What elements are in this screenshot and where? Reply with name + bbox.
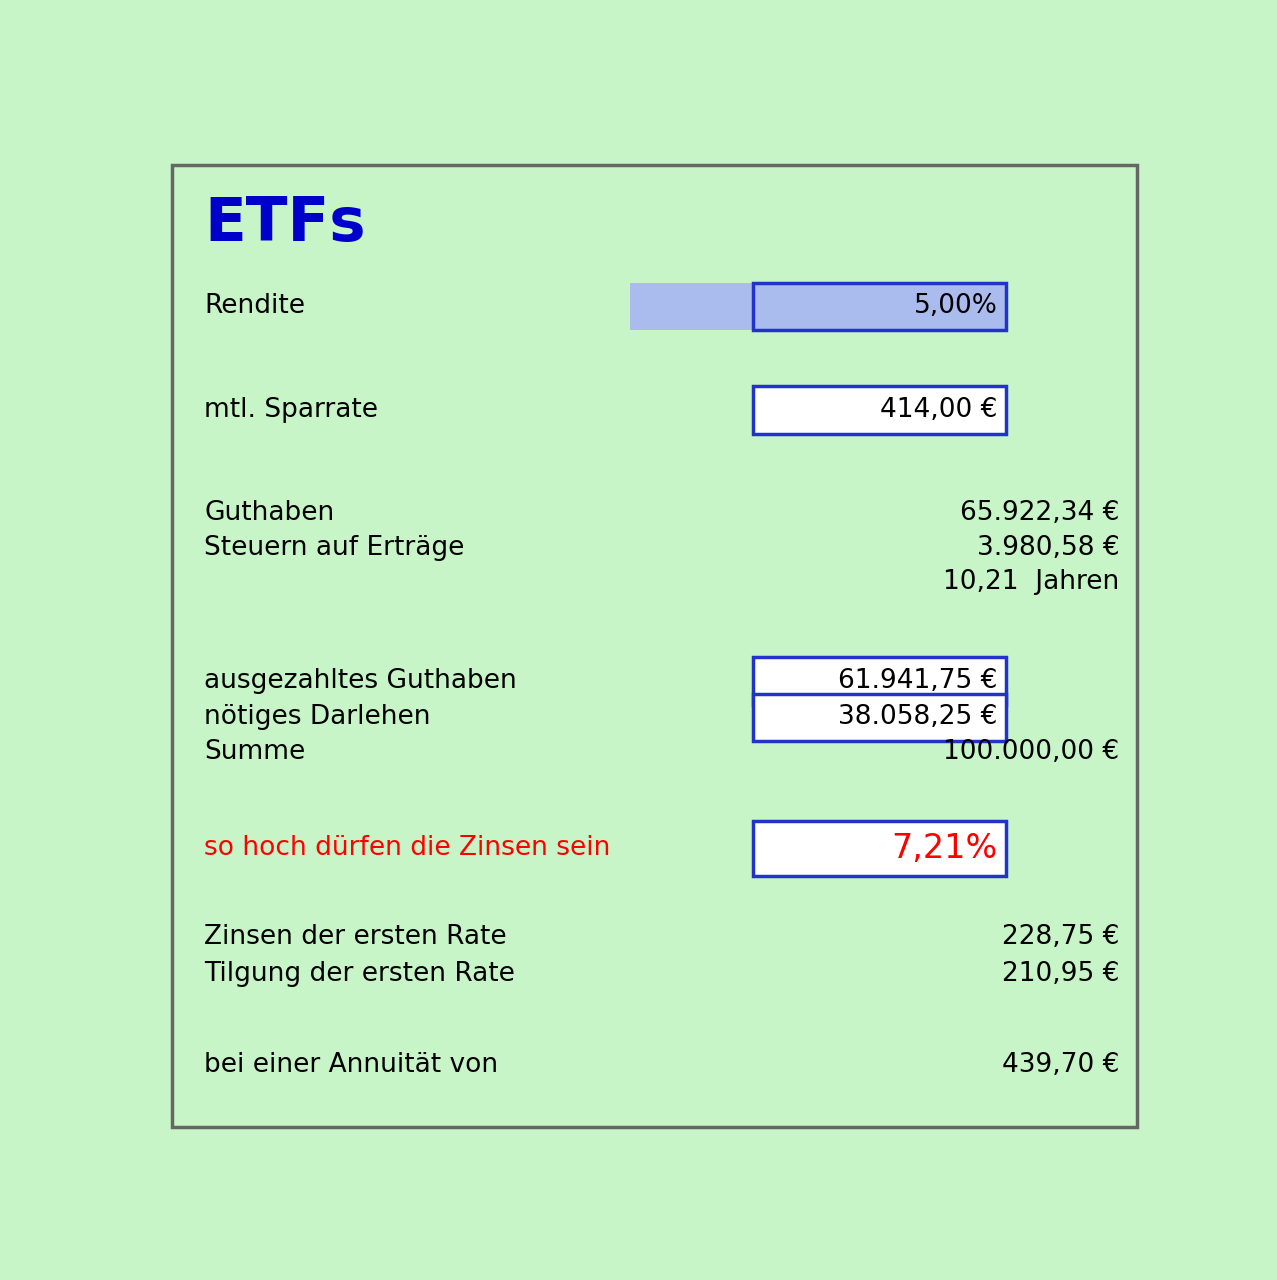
FancyBboxPatch shape: [753, 657, 1006, 704]
Text: Steuern auf Erträge: Steuern auf Erträge: [204, 535, 465, 561]
FancyBboxPatch shape: [753, 694, 1006, 741]
Text: Zinsen der ersten Rate: Zinsen der ersten Rate: [204, 924, 507, 950]
Text: 414,00 €: 414,00 €: [880, 397, 997, 422]
Text: Tilgung der ersten Rate: Tilgung der ersten Rate: [204, 960, 515, 987]
FancyBboxPatch shape: [171, 165, 1138, 1128]
Text: 228,75 €: 228,75 €: [1002, 924, 1120, 950]
Text: 100.000,00 €: 100.000,00 €: [944, 739, 1120, 765]
Text: 65.922,34 €: 65.922,34 €: [960, 500, 1120, 526]
Text: mtl. Sparrate: mtl. Sparrate: [204, 397, 378, 422]
Text: 10,21  Jahren: 10,21 Jahren: [944, 570, 1120, 595]
Text: nötiges Darlehen: nötiges Darlehen: [204, 704, 430, 731]
Text: so hoch dürfen die Zinsen sein: so hoch dürfen die Zinsen sein: [204, 836, 610, 861]
Text: Guthaben: Guthaben: [204, 500, 335, 526]
Text: 439,70 €: 439,70 €: [1002, 1052, 1120, 1078]
FancyBboxPatch shape: [753, 283, 1006, 330]
Text: 61.941,75 €: 61.941,75 €: [839, 668, 997, 694]
Text: ETFs: ETFs: [204, 195, 365, 253]
Text: 7,21%: 7,21%: [891, 832, 997, 865]
Text: 5,00%: 5,00%: [914, 293, 997, 320]
Text: 210,95 €: 210,95 €: [1002, 960, 1120, 987]
FancyBboxPatch shape: [630, 283, 1006, 330]
Text: bei einer Annuität von: bei einer Annuität von: [204, 1052, 498, 1078]
FancyBboxPatch shape: [753, 820, 1006, 876]
Text: 3.980,58 €: 3.980,58 €: [977, 535, 1120, 561]
Text: Rendite: Rendite: [204, 293, 305, 320]
Text: Summe: Summe: [204, 739, 305, 765]
Text: 38.058,25 €: 38.058,25 €: [839, 704, 997, 731]
FancyBboxPatch shape: [753, 387, 1006, 434]
Text: ausgezahltes Guthaben: ausgezahltes Guthaben: [204, 668, 517, 694]
